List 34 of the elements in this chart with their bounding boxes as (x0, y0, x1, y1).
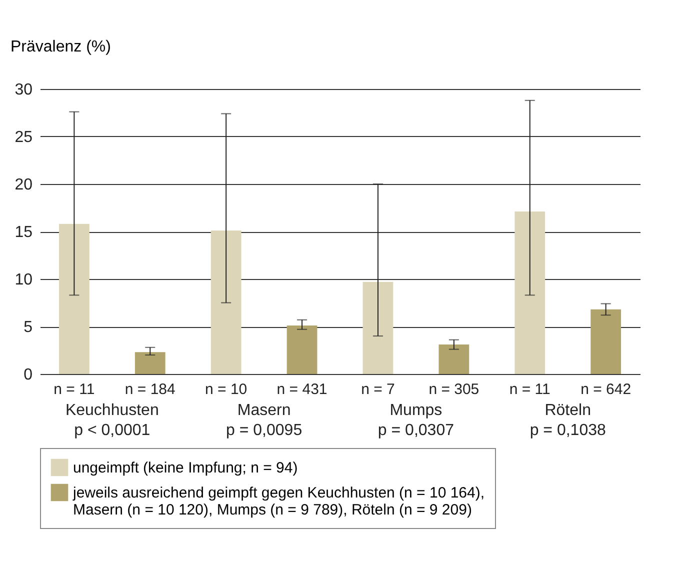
text: n = 10 (205, 381, 248, 398)
text: n = 11 (54, 381, 95, 398)
y-tick-label: 25 (14, 129, 33, 146)
y-tick-label: 30 (14, 82, 33, 98)
bar (58, 224, 90, 374)
bar (514, 212, 546, 374)
y-tick-label: 10 (14, 272, 33, 288)
y-tick-label: 20 (14, 176, 33, 194)
text: n = 305 (428, 381, 480, 398)
y-tick-label: 5 (24, 319, 33, 336)
x-tick-label: Röteln (544, 402, 591, 419)
y-tick-label: 15 (14, 224, 33, 241)
x-tick-label: Masern (237, 402, 291, 419)
legend-label: ungeimpft (keine Impfung; n = 94) (73, 460, 298, 476)
text: n = 431 (276, 381, 328, 398)
y-tick-label: 0 (24, 366, 33, 384)
text: n = 11 (509, 381, 550, 398)
text: p = 0,0307 (378, 422, 454, 439)
text: n = 642 (580, 381, 632, 398)
text: p < 0,0001 (74, 422, 150, 439)
bar (590, 309, 622, 374)
bar (134, 352, 166, 374)
text: p = 0,0095 (226, 422, 302, 439)
text: n = 184 (124, 381, 176, 398)
text: n = 7 (361, 381, 395, 398)
x-tick-label: Mumps (390, 402, 442, 419)
bar (362, 282, 394, 374)
bar (210, 230, 242, 374)
text: p = 0,1038 (530, 422, 606, 439)
bar (438, 344, 470, 374)
bar (286, 326, 318, 374)
legend-label: jeweils ausreichend geimpft gegen Keuchhusten (n = 10 164), Masern (n = 10 120), Mumps (n = 9 789), Röteln (n = 9 209) (72, 484, 485, 518)
x-tick-label: Keuchhusten (65, 402, 159, 419)
y-axis-title: Prävalenz (%) (10, 38, 111, 56)
